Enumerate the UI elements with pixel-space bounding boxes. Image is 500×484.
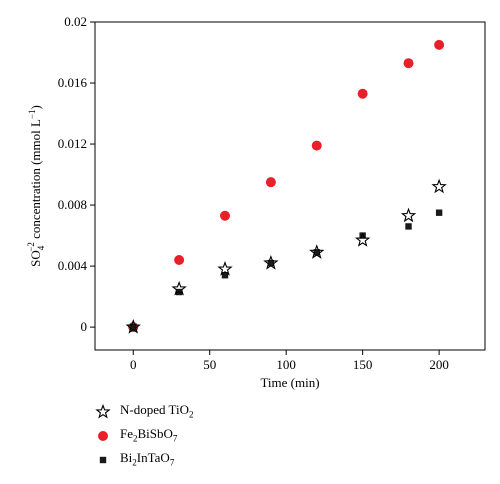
data-point [221, 272, 229, 279]
data-point [263, 254, 279, 270]
y-tick-label: 0.004 [58, 258, 88, 273]
data-point [267, 259, 275, 267]
y-tick-label: 0 [81, 319, 88, 334]
data-point [431, 178, 447, 194]
legend-label: N-doped TiO2 [120, 401, 194, 420]
data-point [354, 232, 371, 247]
data-point [217, 261, 233, 276]
x-tick-label: 100 [276, 357, 296, 372]
legend-label: Bi2InTaO7 [120, 449, 175, 468]
data-point [130, 323, 137, 331]
data-point [405, 223, 412, 230]
y-tick-label: 0.02 [64, 14, 87, 29]
x-tick-label: 150 [353, 357, 373, 372]
legend-item: N-doped TiO2 [92, 400, 194, 424]
data-point [357, 88, 368, 99]
data-point [171, 280, 187, 296]
data-point [125, 319, 141, 334]
series-square [130, 209, 443, 331]
data-point [400, 207, 417, 223]
legend-marker [95, 404, 111, 419]
legend-item: Fe2BiSbO7 [92, 424, 194, 448]
x-tick-label: 50 [203, 357, 216, 372]
data-point [220, 210, 230, 221]
legend-label: Fe2BiSbO7 [120, 425, 178, 444]
legend-item: Bi2InTaO7 [92, 448, 194, 472]
y-axis-label: SO4−2 concentration (mmol L−1) [26, 105, 46, 267]
series-open-star [125, 178, 447, 334]
data-point [309, 244, 325, 259]
data-point [435, 209, 443, 216]
data-point [313, 249, 320, 256]
x-tick-label: 200 [429, 357, 449, 372]
legend-marker-shape [98, 431, 108, 441]
data-point [265, 177, 276, 188]
y-tick-label: 0.016 [58, 75, 88, 90]
data-point [359, 232, 366, 239]
data-point [311, 140, 322, 151]
legend-marker [99, 456, 107, 464]
chart: 0 50 100 150 200 0 0.004 0.008 0.012 0.016 0.02 Tim… [26, 14, 486, 390]
legend-marker [98, 431, 108, 441]
series-circle [128, 39, 445, 333]
data-point [403, 58, 414, 69]
plot-frame [94, 21, 486, 351]
y-tick-label: 0.012 [58, 136, 87, 151]
y-tick-label: 0.008 [58, 197, 87, 212]
data-point [434, 39, 445, 50]
legend: N-doped TiO2 Fe2BiSbO7 Bi2InTaO7 [92, 400, 194, 472]
x-tick-label: 0 [130, 357, 137, 372]
legend-marker-shape [95, 404, 111, 419]
x-axis-label: Time (min) [260, 375, 319, 390]
legend-marker-shape [99, 456, 107, 464]
data-point [174, 254, 185, 265]
